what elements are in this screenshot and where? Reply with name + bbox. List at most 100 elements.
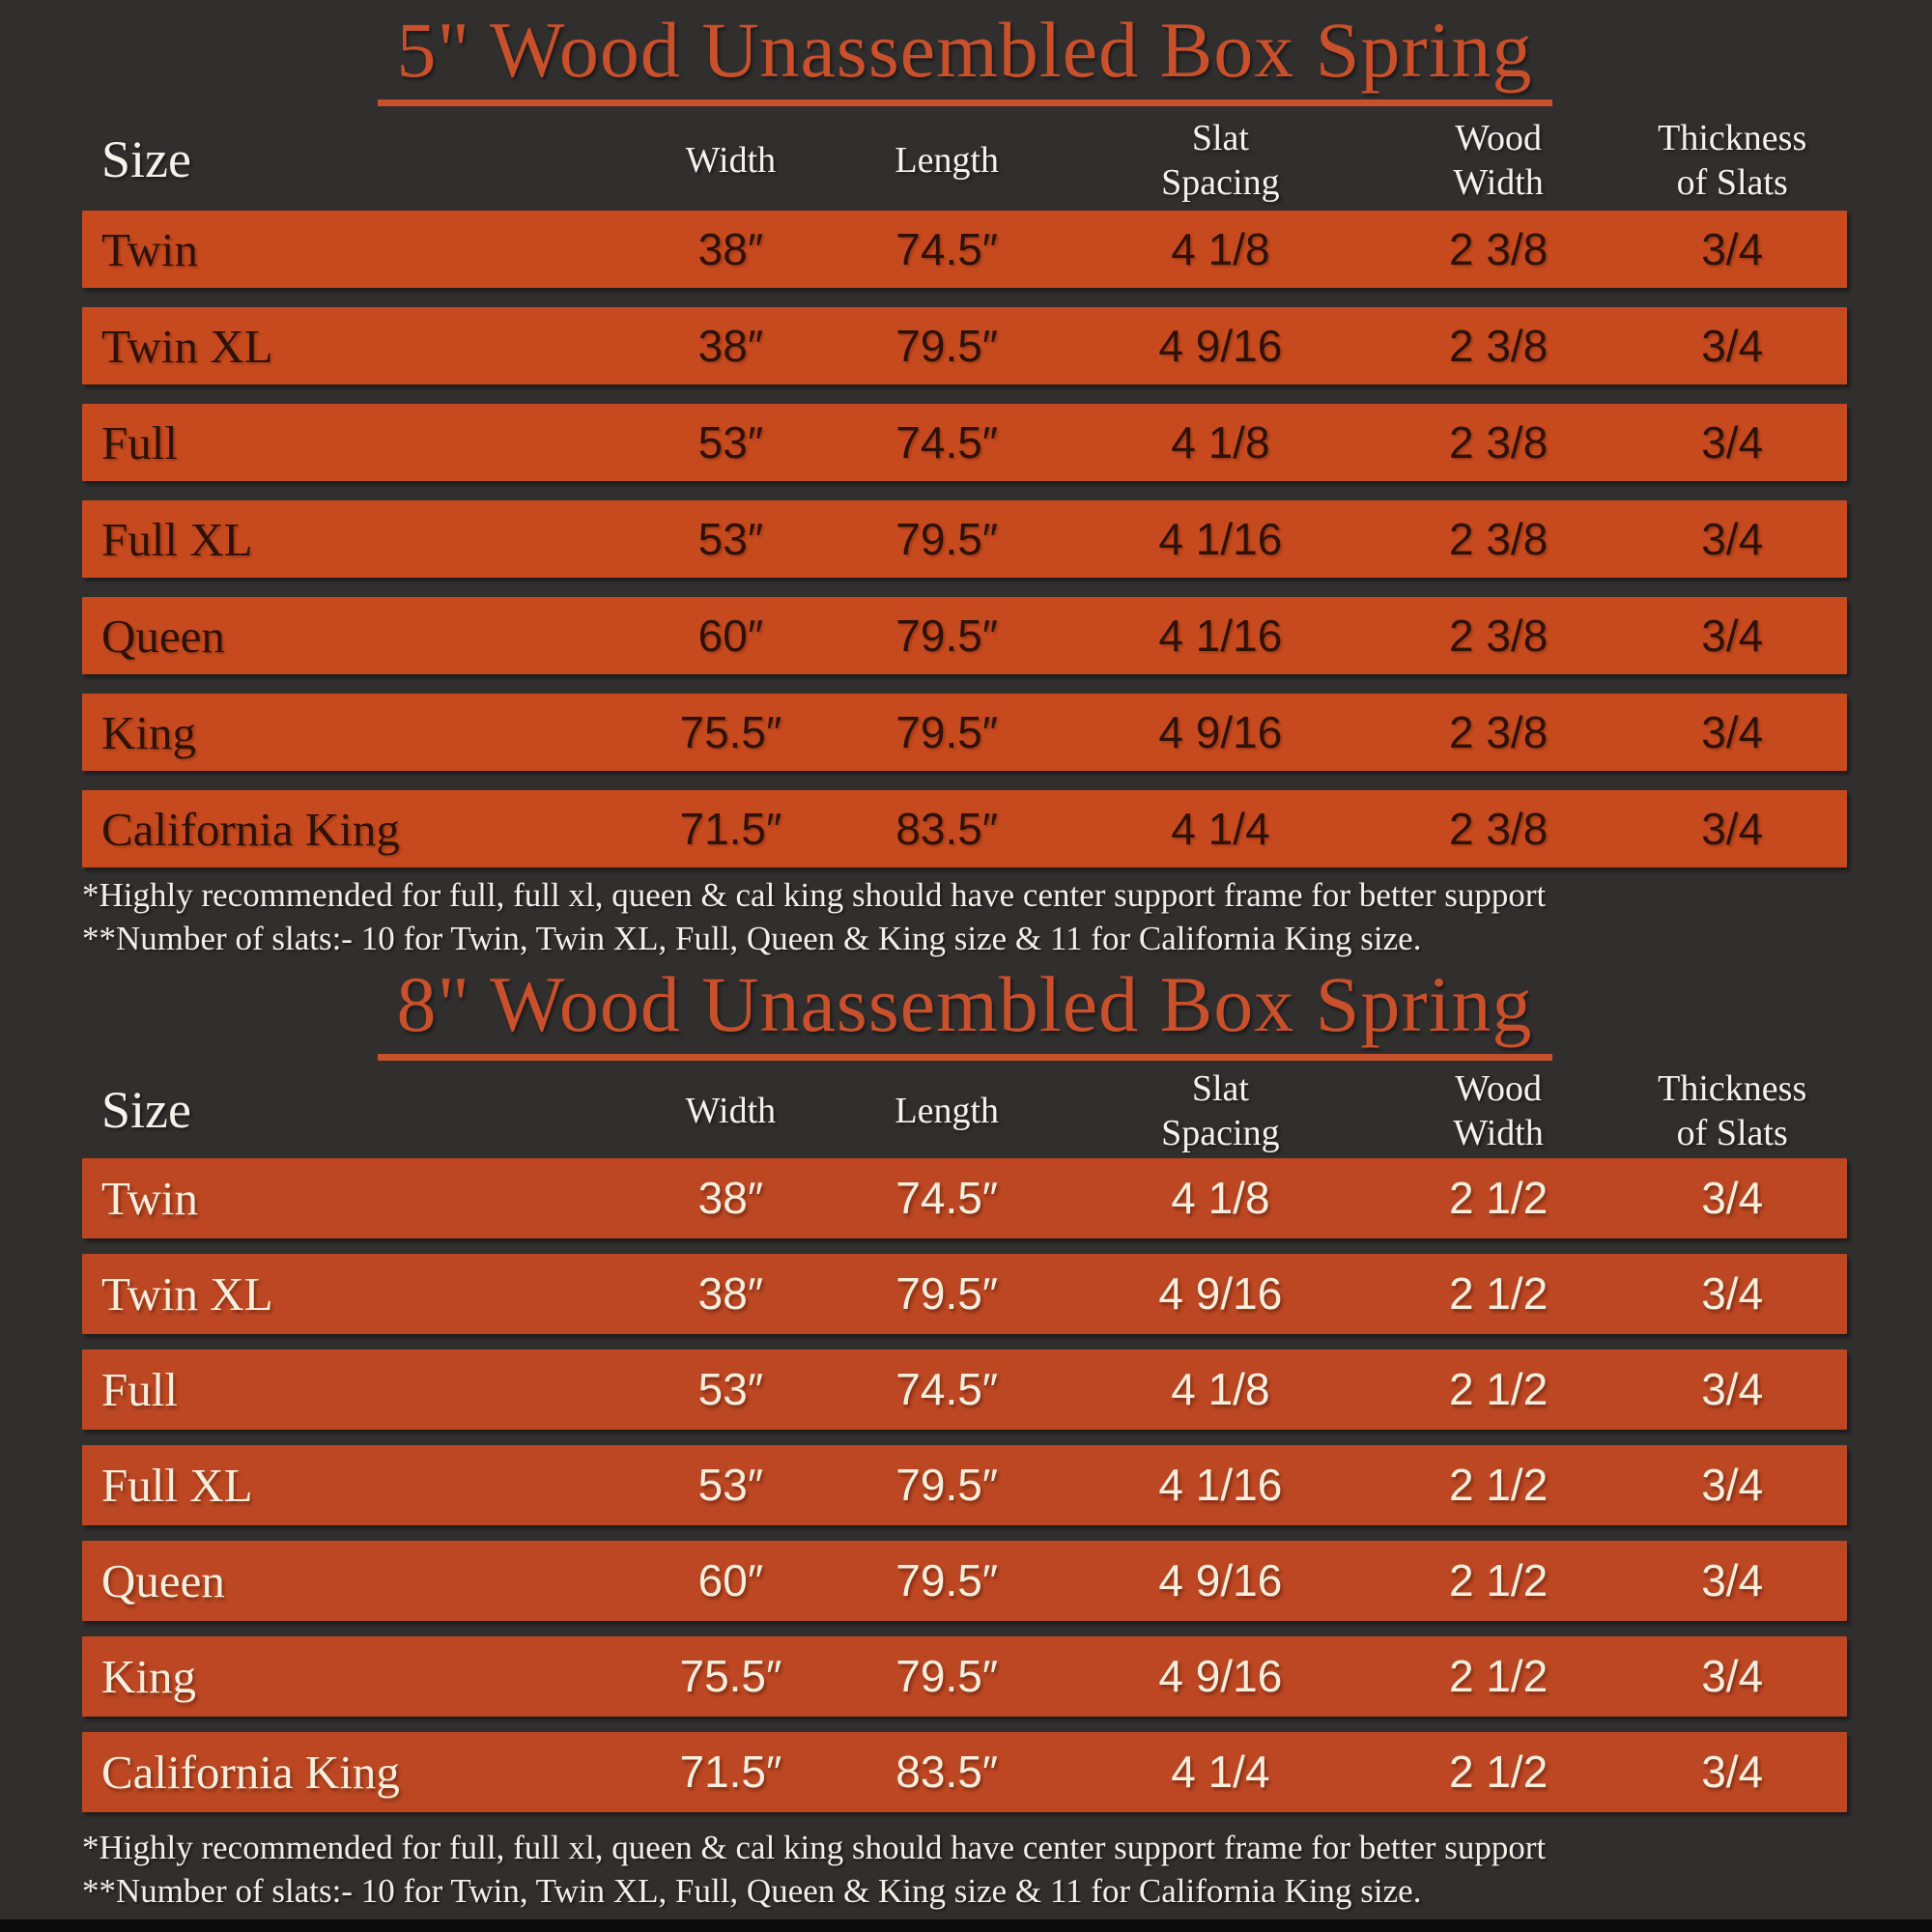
wood-width-cell: 2 3/8 <box>1448 611 1548 661</box>
size-cell: Full XL <box>101 1458 253 1512</box>
column-header-width: Width <box>685 139 777 181</box>
column-header-thickness-of-slats: Thickness of Slats <box>1658 1068 1807 1154</box>
thickness-cell: 3/4 <box>1701 321 1764 371</box>
column-header-size: Size <box>101 130 191 189</box>
size-cell: Queen <box>101 1553 225 1607</box>
column-header-wood-width: Wood Width <box>1453 117 1544 203</box>
length-cell: 79.5″ <box>895 707 999 757</box>
table-row-twin-xl: Twin XL 38″ 79.5″ 4 9/16 2 1/2 3/4 <box>82 1253 1847 1334</box>
table-body-8-inch: Twin 38″ 74.5″ 4 1/8 2 1/2 3/4 Twin XL 38″ 79.5″… <box>82 1157 1847 1812</box>
width-cell: 71.5″ <box>679 1747 782 1798</box>
length-cell: 79.5″ <box>895 1651 999 1702</box>
thickness-cell: 3/4 <box>1701 514 1764 564</box>
width-cell: 60″ <box>697 611 764 661</box>
wood-width-cell: 2 1/2 <box>1448 1555 1548 1606</box>
table-header-8-inch: Size Width Length Slat Spacing Wood Widt… <box>82 1066 1847 1156</box>
size-cell: King <box>101 1649 196 1703</box>
table-row-queen: Queen 60″ 79.5″ 4 1/16 2 3/8 3/4 <box>82 597 1847 674</box>
table-row-twin: Twin 38″ 74.5″ 4 1/8 2 1/2 3/4 <box>82 1157 1847 1238</box>
size-cell: California King <box>101 802 400 856</box>
footnote-center-support: *Highly recommended for full, full xl, q… <box>82 1828 1547 1866</box>
width-cell: 38″ <box>697 1268 764 1320</box>
slat-spacing-cell: 4 1/16 <box>1158 611 1283 661</box>
table-header-5-inch: Size Width Length Slat Spacing Wood Widt… <box>82 112 1847 209</box>
title-row-8-inch: 8" Wood Unassembled Box Spring <box>82 965 1847 1061</box>
table-row-twin: Twin 38″ 74.5″ 4 1/8 2 3/8 3/4 <box>82 211 1847 288</box>
width-cell: 75.5″ <box>679 1651 782 1702</box>
slat-spacing-cell: 4 1/16 <box>1158 1460 1283 1511</box>
size-cell: Twin XL <box>101 1266 273 1321</box>
table-title-8-inch: 8" Wood Unassembled Box Spring <box>377 965 1552 1061</box>
slat-spacing-cell: 4 1/16 <box>1158 514 1283 564</box>
column-header-width: Width <box>685 1091 777 1132</box>
column-header-wood-width: Wood Width <box>1453 1068 1544 1154</box>
length-cell: 79.5″ <box>895 611 999 661</box>
slat-spacing-cell: 4 1/8 <box>1171 417 1270 468</box>
table-row-twin-xl: Twin XL 38″ 79.5″ 4 9/16 2 3/8 3/4 <box>82 307 1847 384</box>
length-cell: 79.5″ <box>895 321 999 371</box>
footnote-slat-count: **Number of slats:- 10 for Twin, Twin XL… <box>82 920 1422 957</box>
wood-width-cell: 2 1/2 <box>1448 1747 1548 1798</box>
table-row-california-king: California King 71.5″ 83.5″ 4 1/4 2 1/2 3/4 <box>82 1731 1847 1812</box>
length-cell: 74.5″ <box>895 417 999 468</box>
size-cell: Full <box>101 1362 178 1416</box>
column-header-slat-spacing: Slat Spacing <box>1161 1068 1280 1154</box>
footnotes-5-inch: *Highly recommended for full, full xl, q… <box>82 873 1847 960</box>
size-cell: Queen <box>101 609 225 663</box>
slat-spacing-cell: 4 1/4 <box>1171 804 1270 854</box>
wood-width-cell: 2 1/2 <box>1448 1173 1548 1224</box>
slat-spacing-cell: 4 9/16 <box>1158 321 1283 371</box>
table-title-5-inch: 5" Wood Unassembled Box Spring <box>377 11 1552 106</box>
length-cell: 79.5″ <box>895 1460 999 1511</box>
length-cell: 79.5″ <box>895 1268 999 1320</box>
footnote-slat-count: **Number of slats:- 10 for Twin, Twin XL… <box>82 1871 1422 1910</box>
wood-width-cell: 2 1/2 <box>1448 1651 1548 1702</box>
thickness-cell: 3/4 <box>1701 611 1764 661</box>
width-cell: 53″ <box>697 417 764 468</box>
length-cell: 83.5″ <box>895 804 999 854</box>
table-body-5-inch: Twin 38″ 74.5″ 4 1/8 2 3/8 3/4 Twin XL 38″ 79.5″… <box>82 211 1847 867</box>
table-row-full: Full 53″ 74.5″ 4 1/8 2 1/2 3/4 <box>82 1349 1847 1430</box>
table-row-california-king: California King 71.5″ 83.5″ 4 1/4 2 3/8 3/4 <box>82 790 1847 867</box>
width-cell: 71.5″ <box>679 804 782 854</box>
column-header-thickness-of-slats: Thickness of Slats <box>1658 117 1807 203</box>
length-cell: 79.5″ <box>895 514 999 564</box>
bottom-bar <box>0 1919 1932 1932</box>
table-row-full-xl: Full XL 53″ 79.5″ 4 1/16 2 1/2 3/4 <box>82 1444 1847 1525</box>
wood-width-cell: 2 3/8 <box>1448 514 1548 564</box>
wood-width-cell: 2 3/8 <box>1448 804 1548 854</box>
size-cell: California King <box>101 1745 400 1799</box>
width-cell: 38″ <box>697 224 764 274</box>
slat-spacing-cell: 4 9/16 <box>1158 1651 1283 1702</box>
thickness-cell: 3/4 <box>1701 1747 1764 1798</box>
length-cell: 83.5″ <box>895 1747 999 1798</box>
wood-width-cell: 2 3/8 <box>1448 321 1548 371</box>
thickness-cell: 3/4 <box>1701 1555 1764 1606</box>
size-cell: Twin <box>101 1171 199 1225</box>
table-row-full: Full 53″ 74.5″ 4 1/8 2 3/8 3/4 <box>82 404 1847 481</box>
table-section-8-inch: 8" Wood Unassembled Box Spring Size Widt… <box>82 965 1847 1913</box>
thickness-cell: 3/4 <box>1701 1460 1764 1511</box>
column-header-slat-spacing: Slat Spacing <box>1161 117 1280 203</box>
size-cell: Twin XL <box>101 319 273 373</box>
thickness-cell: 3/4 <box>1701 1364 1764 1415</box>
width-cell: 60″ <box>697 1555 764 1606</box>
size-cell: Full XL <box>101 512 253 566</box>
table-row-king: King 75.5″ 79.5″ 4 9/16 2 3/8 3/4 <box>82 694 1847 771</box>
slat-spacing-cell: 4 1/8 <box>1171 1364 1270 1415</box>
length-cell: 74.5″ <box>895 224 999 274</box>
slat-spacing-cell: 4 1/4 <box>1171 1747 1270 1798</box>
column-header-length: Length <box>895 139 1000 181</box>
size-cell: King <box>101 705 196 759</box>
thickness-cell: 3/4 <box>1701 804 1764 854</box>
table-row-queen: Queen 60″ 79.5″ 4 9/16 2 1/2 3/4 <box>82 1540 1847 1621</box>
thickness-cell: 3/4 <box>1701 1268 1764 1320</box>
length-cell: 79.5″ <box>895 1555 999 1606</box>
width-cell: 53″ <box>697 514 764 564</box>
wood-width-cell: 2 3/8 <box>1448 417 1548 468</box>
width-cell: 75.5″ <box>679 707 782 757</box>
thickness-cell: 3/4 <box>1701 417 1764 468</box>
wood-width-cell: 2 1/2 <box>1448 1460 1548 1511</box>
length-cell: 74.5″ <box>895 1173 999 1224</box>
